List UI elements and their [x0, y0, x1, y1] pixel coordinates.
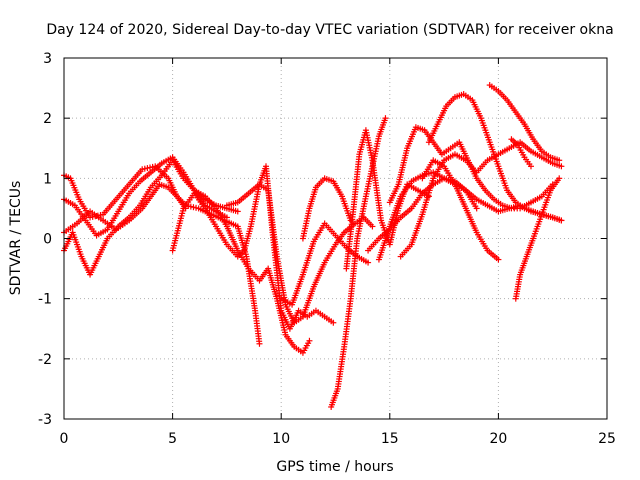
data-point — [187, 203, 194, 210]
data-point — [556, 175, 563, 182]
data-point — [147, 164, 154, 171]
data-point — [139, 166, 146, 173]
data-point — [473, 205, 480, 212]
x-tick-label: 10 — [272, 431, 290, 447]
x-tick-label: 25 — [598, 431, 616, 447]
data-point — [556, 157, 563, 164]
y-tick-label: -2 — [38, 352, 52, 368]
x-axis-label: GPS time / hours — [276, 459, 393, 475]
y-tick-label: 3 — [43, 51, 52, 67]
data-point — [256, 340, 263, 347]
data-point — [330, 319, 337, 326]
data-point — [306, 337, 313, 344]
y-tick-label: -1 — [38, 292, 52, 308]
y-tick-label: -3 — [38, 412, 52, 428]
data-point — [495, 256, 502, 263]
axis-ticks: 0 5 10 15 20 25 -3 -2 -1 0 1 2 3 — [38, 51, 616, 447]
data-point — [369, 223, 376, 230]
x-tick-label: 0 — [60, 431, 69, 447]
data-point — [149, 163, 156, 170]
data-point — [190, 204, 197, 211]
data-point — [234, 208, 241, 215]
data-point — [365, 259, 372, 266]
chart-title: Day 124 of 2020, Sidereal Day-to-day VTE… — [46, 22, 613, 38]
data-point — [382, 115, 389, 122]
data-point — [558, 163, 565, 170]
x-tick-label: 15 — [381, 431, 399, 447]
data-point — [193, 204, 200, 211]
y-tick-label: 1 — [43, 171, 52, 187]
data-point — [141, 165, 148, 172]
y-tick-label: 0 — [43, 232, 52, 248]
x-tick-label: 5 — [168, 431, 177, 447]
data-point — [558, 217, 565, 224]
x-tick-label: 20 — [489, 431, 507, 447]
data-point — [87, 214, 94, 221]
y-tick-label: 2 — [43, 111, 52, 127]
data-points — [61, 82, 565, 410]
y-axis-label: SDTVAR / TECUs — [8, 181, 24, 296]
data-point — [527, 163, 534, 170]
data-point — [144, 165, 151, 172]
